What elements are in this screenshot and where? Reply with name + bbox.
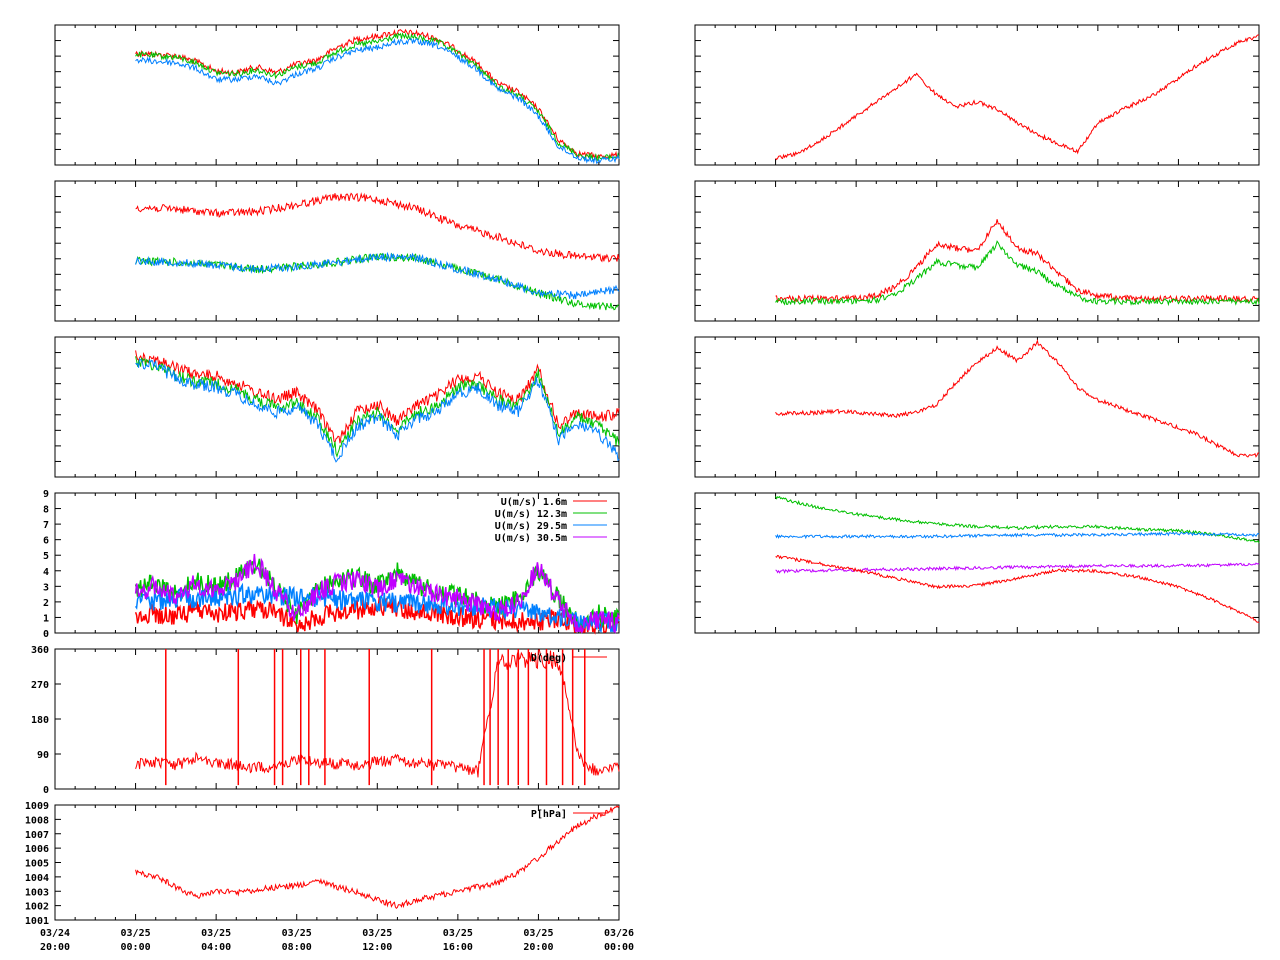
series-line-green	[135, 32, 620, 162]
series-line-blue	[134, 582, 620, 634]
series-line-green	[775, 495, 1260, 544]
x-tick-label-time: 20:00	[523, 942, 553, 953]
chart-panel-temperature-2	[54, 336, 620, 478]
chart-panel-right-1	[694, 24, 1260, 166]
series-line-red	[775, 219, 1260, 304]
legend-label: P[hPa]	[531, 809, 567, 820]
chart-panel-pressure: 1001 1002 1003 1004 1005 1006 1007 1008 1009 P[hP…	[25, 801, 620, 927]
x-tick-label-time: 20:00	[40, 942, 70, 953]
y-tick-label: 7	[43, 520, 49, 531]
legend-label: U(m/s) 1.6m	[501, 497, 567, 508]
y-tick-label: 1001	[25, 916, 49, 927]
series-line-green	[135, 356, 620, 458]
plot-frame	[54, 24, 620, 166]
legend-label: D(deg)	[531, 653, 567, 664]
y-tick-label: 360	[31, 645, 49, 656]
x-tick-label-date: 03/25	[523, 928, 553, 939]
series-line-red	[135, 350, 620, 444]
legend-label: U(m/s) 12.3m	[495, 509, 567, 520]
x-tick-label-date: 03/25	[121, 928, 151, 939]
y-tick-label: 3	[43, 582, 49, 593]
y-tick-label: 6	[43, 536, 49, 547]
legend-label: U(m/s) 29.5m	[495, 521, 567, 532]
y-tick-label: 1006	[25, 844, 49, 855]
y-tick-label: 1008	[25, 815, 49, 826]
x-tick-label-time: 00:00	[604, 942, 634, 953]
x-tick-label-date: 03/25	[201, 928, 231, 939]
series-line-blue	[135, 37, 620, 165]
series-line-blue	[135, 357, 620, 463]
y-tick-label: 2	[43, 598, 49, 609]
chart-panel-wind-direction: 0 90 180 270 360 D(deg)	[31, 645, 620, 796]
y-tick-label: 4	[43, 567, 49, 578]
y-tick-label: 1004	[25, 873, 49, 884]
y-tick-label: 5	[43, 551, 49, 562]
y-tick-label: 9	[43, 489, 49, 500]
y-tick-label: 1002	[25, 902, 49, 913]
x-tick-label-date: 03/25	[443, 928, 473, 939]
plot-frame	[694, 24, 1260, 166]
y-tick-label: 1	[43, 613, 49, 624]
chart-panel-right-3	[694, 336, 1260, 478]
chart-panel-right-2	[694, 180, 1260, 322]
x-tick-label-time: 00:00	[121, 942, 151, 953]
series-line-red	[775, 34, 1260, 161]
y-tick-label: 0	[43, 785, 49, 796]
plot-frame	[694, 492, 1260, 634]
y-tick-label: 1009	[25, 801, 49, 812]
x-tick-label-time: 08:00	[282, 942, 312, 953]
series-line-purple	[134, 553, 620, 634]
plot-frame	[54, 804, 620, 921]
y-tick-label: 180	[31, 715, 49, 726]
legend-label: U(m/s) 30.5m	[495, 533, 567, 544]
y-tick-label: 90	[37, 750, 49, 761]
x-tick-label-time: 04:00	[201, 942, 231, 953]
y-tick-label: 270	[31, 680, 49, 691]
series-line-red	[135, 805, 620, 910]
plot-frame	[694, 336, 1260, 478]
y-tick-label: 1007	[25, 830, 49, 841]
series-line-blue	[775, 531, 1260, 540]
y-tick-label: 1003	[25, 887, 49, 898]
y-tick-label: 0	[43, 629, 49, 640]
series-line-blue	[135, 251, 620, 300]
series-line-green	[775, 240, 1260, 307]
x-tick-label-date: 03/26	[604, 928, 634, 939]
chart-panel-humidity	[54, 180, 620, 322]
chart-panel-right-4	[694, 492, 1260, 634]
series-line-red	[135, 649, 620, 778]
y-tick-label: 1005	[25, 859, 49, 870]
x-tick-label-date: 03/24	[40, 928, 70, 939]
y-tick-label: 8	[43, 505, 49, 516]
x-tick-label-time: 16:00	[443, 942, 473, 953]
series-line-red	[135, 192, 620, 263]
x-tick-label-time: 12:00	[362, 942, 392, 953]
series-line-red	[775, 338, 1260, 458]
chart-panel-temperature	[54, 24, 620, 166]
x-tick-label-date: 03/25	[282, 928, 312, 939]
x-tick-label-date: 03/25	[362, 928, 392, 939]
series-line-red	[775, 554, 1260, 624]
